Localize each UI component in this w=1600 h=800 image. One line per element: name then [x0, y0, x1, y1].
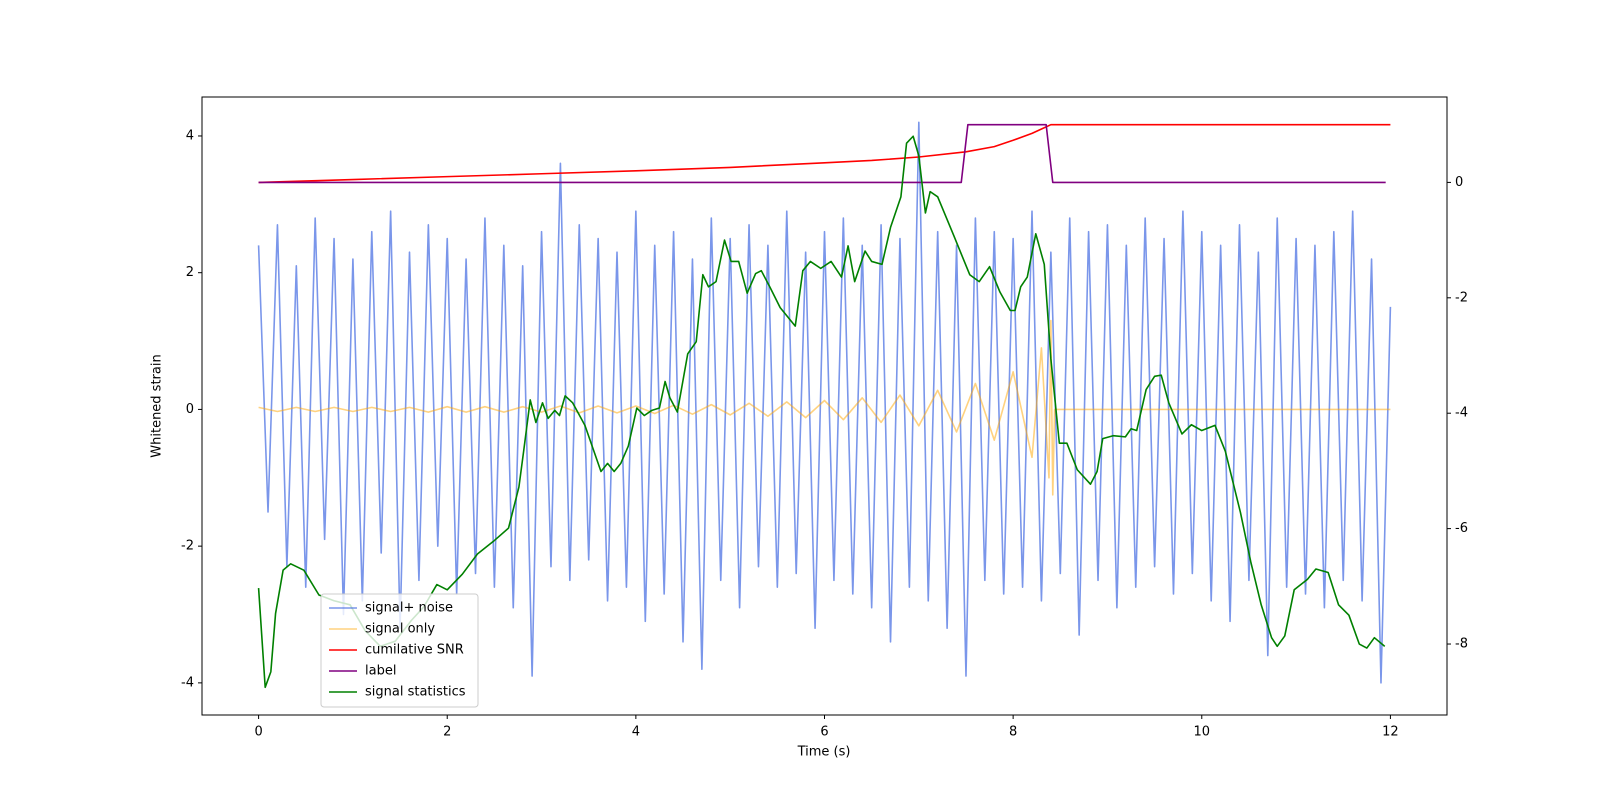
legend-label: label	[365, 664, 396, 679]
y2-tick-label: -4	[1455, 406, 1468, 421]
x-tick-label: 6	[820, 725, 828, 740]
series-line	[258, 123, 1391, 184]
legend-label: signal only	[365, 622, 435, 637]
y-tick-label: 0	[186, 402, 194, 417]
x-tick-label: 2	[443, 725, 451, 740]
legend-box	[320, 593, 479, 708]
x-tick-label: 4	[632, 725, 640, 740]
y2-tick-label: -8	[1455, 637, 1468, 652]
legend-label: signal+ noise	[365, 601, 453, 616]
y-axis-label: Whitened strain	[150, 354, 165, 457]
legend: signal+ noise signal only cumilative SNR la…	[320, 593, 479, 708]
plot-area	[257, 121, 1392, 689]
series-line	[257, 135, 1386, 689]
y-tick-label: 2	[186, 265, 194, 280]
y2-tick-label: -6	[1455, 521, 1468, 536]
legend-label: signal statistics	[365, 685, 466, 700]
legend-label: cumilative SNR	[365, 643, 464, 658]
y-tick-label: 4	[186, 128, 194, 143]
series-line	[257, 121, 1392, 684]
y2-tick-label: -2	[1455, 290, 1468, 305]
y-tick-label: -4	[181, 675, 194, 690]
y-tick-label: -2	[181, 539, 194, 554]
series-line	[258, 123, 1386, 184]
x-tick-label: 8	[1009, 725, 1017, 740]
series-line	[258, 319, 1391, 496]
y2-tick-label: 0	[1455, 175, 1463, 190]
x-tick-label: 10	[1193, 725, 1210, 740]
x-tick-label: 0	[254, 725, 262, 740]
x-tick-label: 12	[1382, 725, 1399, 740]
x-axis-label: Time (s)	[797, 745, 851, 760]
